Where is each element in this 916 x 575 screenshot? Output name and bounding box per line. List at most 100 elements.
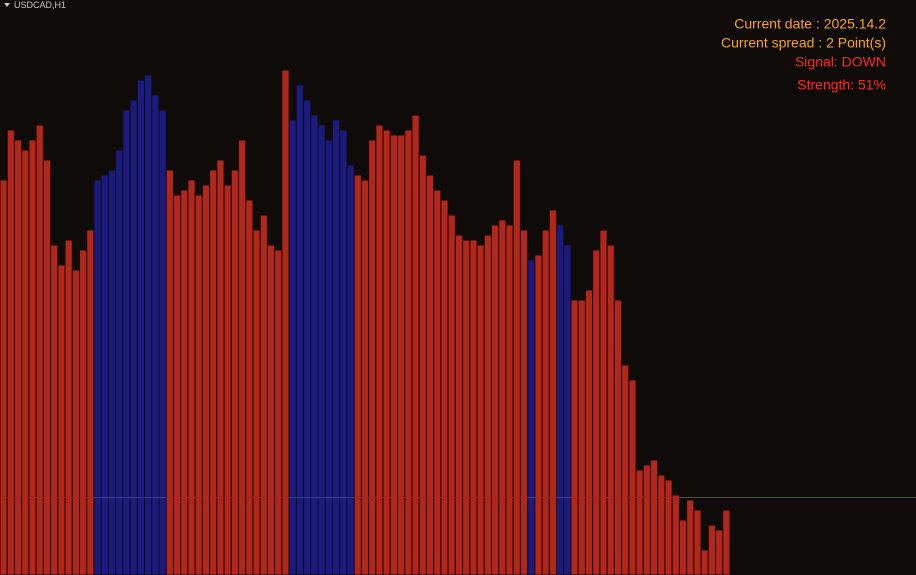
bar bbox=[570, 299, 579, 575]
bar bbox=[686, 499, 695, 575]
bar bbox=[21, 149, 30, 575]
menu-arrow[interactable] bbox=[4, 3, 10, 7]
bar bbox=[541, 229, 550, 575]
bar bbox=[642, 464, 651, 575]
bar bbox=[245, 199, 254, 575]
bar bbox=[628, 379, 637, 575]
bar bbox=[172, 194, 182, 575]
bar bbox=[13, 139, 23, 575]
bar bbox=[397, 134, 406, 575]
bar bbox=[50, 244, 59, 575]
bar bbox=[252, 229, 261, 575]
bar bbox=[317, 124, 326, 575]
bar bbox=[563, 244, 572, 575]
bar bbox=[671, 494, 680, 575]
bar bbox=[382, 129, 391, 575]
bar bbox=[389, 134, 399, 575]
bar bbox=[556, 224, 565, 575]
bar bbox=[360, 179, 370, 575]
bar bbox=[115, 149, 124, 575]
bar bbox=[238, 139, 247, 575]
info-date: Current date : 2025.14.2 bbox=[734, 16, 886, 32]
bar bbox=[404, 129, 413, 575]
bar bbox=[678, 519, 688, 575]
bar bbox=[194, 194, 203, 575]
bar bbox=[180, 189, 189, 575]
bar bbox=[635, 469, 644, 575]
bar bbox=[281, 69, 290, 575]
bar bbox=[324, 139, 333, 575]
bar bbox=[599, 229, 608, 575]
bar bbox=[288, 119, 297, 575]
bar bbox=[621, 364, 630, 575]
bar bbox=[303, 99, 312, 575]
bar bbox=[331, 119, 341, 575]
bar bbox=[201, 184, 211, 575]
bar bbox=[447, 214, 456, 575]
bar bbox=[209, 169, 218, 575]
bar bbox=[613, 299, 623, 575]
bar bbox=[339, 129, 348, 575]
bar bbox=[151, 94, 160, 575]
bar bbox=[368, 139, 377, 575]
bar bbox=[707, 524, 717, 575]
bar bbox=[606, 244, 615, 575]
bar bbox=[592, 249, 601, 575]
bar bbox=[715, 529, 724, 575]
histogram bbox=[0, 69, 731, 575]
bar bbox=[490, 224, 500, 575]
bar bbox=[527, 259, 536, 575]
bar bbox=[519, 229, 529, 575]
bar bbox=[433, 189, 442, 575]
info-spread: Current spread : 2 Point(s) bbox=[721, 35, 886, 51]
bar bbox=[548, 209, 558, 575]
bar bbox=[483, 234, 492, 575]
bar bbox=[64, 239, 73, 575]
bar bbox=[35, 124, 44, 575]
bar bbox=[144, 74, 153, 575]
bar bbox=[693, 509, 702, 575]
bar bbox=[136, 79, 146, 575]
bar bbox=[469, 239, 478, 575]
bar bbox=[187, 179, 196, 575]
bar bbox=[512, 159, 521, 575]
bar bbox=[498, 219, 507, 575]
bar bbox=[584, 289, 594, 575]
bar bbox=[440, 199, 449, 575]
bar bbox=[57, 264, 66, 575]
bar bbox=[230, 169, 240, 575]
bar bbox=[418, 154, 427, 575]
bar bbox=[216, 159, 225, 575]
bar bbox=[71, 269, 81, 575]
bar bbox=[86, 229, 95, 575]
bar bbox=[462, 239, 471, 575]
bar bbox=[722, 509, 731, 575]
bar bbox=[454, 234, 464, 575]
bar bbox=[28, 139, 37, 575]
bar bbox=[6, 129, 15, 575]
bar bbox=[259, 214, 268, 575]
info-signal: Signal: DOWN bbox=[795, 54, 886, 70]
bar bbox=[310, 114, 319, 575]
bar bbox=[100, 174, 109, 575]
bar bbox=[79, 249, 88, 575]
symbol-label: USDCAD,H1 bbox=[14, 0, 66, 10]
bar bbox=[42, 159, 52, 575]
bar bbox=[476, 244, 485, 575]
bar bbox=[158, 109, 167, 575]
bar bbox=[534, 254, 543, 575]
bar bbox=[505, 224, 514, 575]
bar bbox=[649, 459, 659, 575]
bar bbox=[577, 299, 586, 575]
bar bbox=[274, 249, 283, 575]
bar bbox=[346, 164, 355, 575]
bar bbox=[129, 99, 138, 575]
bar bbox=[700, 549, 709, 575]
bar bbox=[425, 174, 435, 575]
bar bbox=[93, 179, 102, 575]
bar bbox=[165, 169, 174, 575]
bar bbox=[375, 124, 384, 575]
bar bbox=[657, 474, 666, 575]
